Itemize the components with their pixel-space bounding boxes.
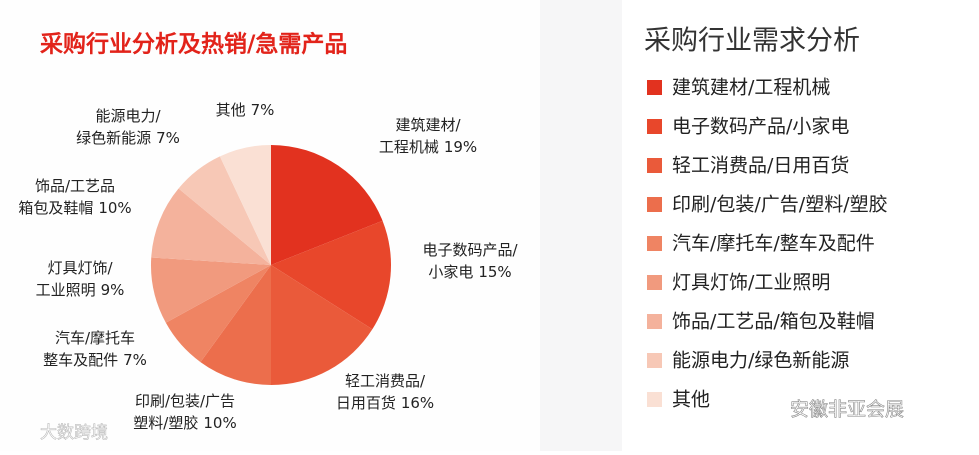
slice-label-line: 塑料/塑胶 (133, 414, 198, 432)
slice-label: 其他 7% (216, 101, 275, 119)
value-label: 7% (251, 101, 275, 119)
chart-title: 采购行业分析及热销/急需产品 (40, 31, 347, 58)
legend-swatch (647, 275, 662, 290)
value-label: 15% (478, 263, 511, 281)
slice-label-line: 小家电 (428, 263, 473, 281)
pie-slice (200, 265, 271, 385)
legend-label: 饰品/工艺品/箱包及鞋帽 (672, 311, 875, 333)
slice-label-line: 日用百货 (336, 394, 396, 412)
slice-label-line: 其他 (216, 101, 246, 119)
legend-swatch (647, 236, 662, 251)
pie-slice (271, 220, 391, 330)
slice-label-line: 灯具灯饰/ (47, 259, 113, 277)
legend-panel (622, 0, 979, 451)
slice-label: 能源电力/绿色新能源 7% (76, 107, 180, 147)
watermark: 安徽非亚会展 (790, 399, 904, 421)
legend-swatch (647, 392, 662, 407)
pie-slice (151, 257, 271, 323)
value-label: 19% (444, 138, 477, 156)
slice-label-line: 印刷/包装/广告 (135, 392, 235, 410)
slice-label: 建筑建材/工程机械 19% (379, 116, 477, 156)
value-label: 7% (156, 129, 180, 147)
slice-label-line: 能源电力/ (95, 107, 161, 125)
pie-slice (178, 156, 271, 265)
pie-slice (151, 188, 271, 265)
legend-label: 建筑建材/工程机械 (672, 77, 830, 99)
legend-label: 汽车/摩托车/整车及配件 (672, 233, 875, 255)
slice-label-line: 轻工消费品/ (345, 372, 426, 390)
legend-swatch (647, 314, 662, 329)
legend-label: 灯具灯饰/工业照明 (672, 272, 830, 294)
slice-label-line: 绿色新能源 (76, 129, 151, 147)
slice-label-line: 工业照明 (36, 281, 96, 299)
legend-label: 能源电力/绿色新能源 (672, 350, 849, 372)
legend-label: 轻工消费品/日用百货 (672, 155, 849, 177)
value-label: 7% (123, 351, 147, 369)
slice-label-line: 汽车/摩托车 (55, 329, 135, 347)
value-label: 9% (101, 281, 125, 299)
legend-swatch (647, 119, 662, 134)
legend-label: 印刷/包装/广告/塑料/塑胶 (672, 194, 888, 216)
pie-slice (219, 145, 271, 265)
pie-slice (165, 265, 271, 363)
legend-label: 其他 (672, 389, 710, 411)
pie-slice (271, 265, 373, 385)
slice-label: 灯具灯饰/工业照明 9% (36, 259, 125, 299)
legend-swatch (647, 353, 662, 368)
slice-label-line: 建筑建材/ (395, 116, 461, 134)
slice-label: 印刷/包装/广告塑料/塑胶 10% (133, 392, 236, 432)
value-label: 16% (401, 394, 434, 412)
slice-label: 轻工消费品/日用百货 16% (336, 372, 434, 412)
slice-label: 电子数码产品/小家电 15% (422, 241, 518, 281)
legend-swatch (647, 197, 662, 212)
slice-label-line: 箱包及鞋帽 (18, 199, 93, 217)
slice-label-line: 饰品/工艺品 (35, 177, 115, 195)
slice-label: 汽车/摩托车整车及配件 7% (43, 329, 147, 369)
legend-title: 采购行业需求分析 (644, 26, 860, 57)
legend-swatch (647, 80, 662, 95)
value-label: 10% (203, 414, 236, 432)
slice-label-line: 整车及配件 (43, 351, 118, 369)
legend-swatch (647, 158, 662, 173)
value-label: 10% (98, 199, 131, 217)
watermark: 大数跨境 (40, 423, 108, 443)
pie-slice (271, 145, 383, 265)
slice-label: 饰品/工艺品箱包及鞋帽 10% (18, 177, 131, 217)
slice-label-line: 工程机械 (379, 138, 439, 156)
legend-label: 电子数码产品/小家电 (672, 116, 849, 138)
slice-label-line: 电子数码产品/ (422, 241, 518, 259)
